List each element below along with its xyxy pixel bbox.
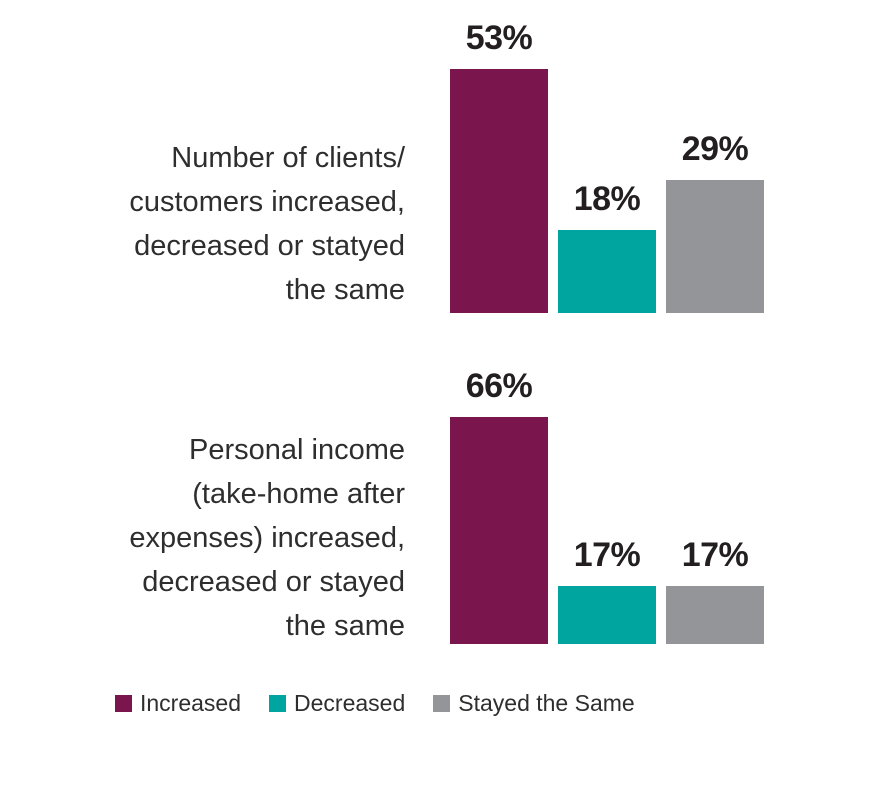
bar-value-label: 17% — [573, 536, 641, 574]
bar-column-decreased: 17% — [558, 538, 656, 644]
bar-stayed-same — [666, 586, 764, 644]
group-1-label: Number of clients/ customers increased, … — [129, 136, 405, 312]
label-line: customers increased, — [129, 186, 405, 218]
group-2-bars: 66% 17% 17% — [450, 369, 764, 644]
bar-increased — [450, 69, 548, 313]
bar-value-label: 53% — [465, 19, 533, 57]
legend-item-stayed-same: Stayed the Same — [433, 690, 635, 717]
legend-item-increased: Increased — [115, 690, 241, 717]
bar-column-decreased: 18% — [558, 182, 656, 313]
legend-label: Decreased — [294, 690, 406, 716]
legend-label: Increased — [140, 690, 242, 716]
label-line: the same — [285, 610, 405, 642]
bar-column-increased: 66% — [450, 369, 548, 644]
label-line: Personal income — [189, 434, 405, 466]
label-line: Number of clients/ — [171, 142, 405, 174]
bar-value-label: 66% — [465, 367, 533, 405]
legend: Increased Decreased Stayed the Same — [115, 690, 635, 717]
legend-swatch-increased — [115, 695, 132, 712]
label-line: decreased or statyed — [134, 230, 405, 262]
group-1-bars: 53% 18% 29% — [450, 21, 764, 313]
label-line: the same — [285, 274, 405, 306]
label-line: expenses) increased, — [129, 522, 405, 554]
legend-swatch-decreased — [269, 695, 287, 712]
bar-decreased — [558, 230, 656, 313]
bar-stayed-same — [666, 180, 764, 313]
label-line: (take-home after — [192, 478, 405, 510]
bar-value-label: 17% — [681, 536, 749, 574]
bar-column-increased: 53% — [450, 21, 548, 313]
bar-decreased — [558, 586, 656, 644]
bar-value-label: 18% — [573, 180, 641, 218]
legend-item-decreased: Decreased — [269, 690, 405, 717]
group-2-label: Personal income (take-home after expense… — [129, 428, 405, 648]
bar-column-stayed-same: 29% — [666, 132, 764, 313]
bar-increased — [450, 417, 548, 644]
label-line: decreased or stayed — [142, 566, 405, 598]
legend-swatch-stayed-same — [433, 695, 451, 712]
legend-label: Stayed the Same — [458, 690, 635, 716]
bar-column-stayed-same: 17% — [666, 538, 764, 644]
bar-value-label: 29% — [681, 130, 749, 168]
